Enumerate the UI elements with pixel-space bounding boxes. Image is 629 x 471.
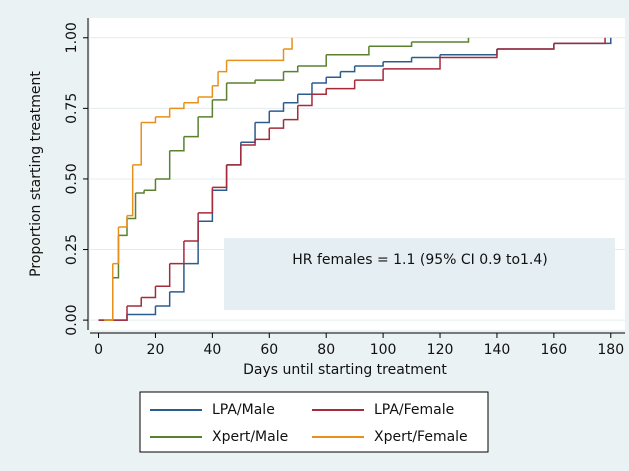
step-segment (155, 150, 171, 180)
y-tick-label: 1.00 (64, 22, 80, 53)
step-segment (383, 57, 441, 70)
legend-label: Xpert/Male (212, 429, 288, 445)
step-segment (169, 263, 185, 293)
step-segment (183, 116, 199, 138)
step-segment (311, 88, 327, 95)
step-segment (255, 71, 285, 81)
annotation: HR females = 1.1 (95% CI 0.9 to1.4) (292, 252, 548, 268)
step-segment (326, 46, 370, 56)
step-segment (269, 102, 285, 112)
x-tick-label: 120 (427, 342, 454, 358)
step-segment (169, 241, 185, 265)
step-segment (118, 215, 128, 228)
step-segment (269, 119, 285, 129)
step-segment (155, 108, 171, 118)
step-segment (198, 187, 214, 214)
x-tick-label: 180 (597, 342, 624, 358)
step-segment (240, 139, 256, 146)
step-segment (354, 68, 384, 81)
step-segment (496, 43, 555, 50)
step-segment (126, 306, 157, 316)
step-segment (155, 263, 171, 287)
step-segment (126, 193, 137, 220)
step-segment (183, 97, 199, 104)
step-segment (255, 128, 271, 141)
legend-label: Xpert/Female (374, 429, 468, 445)
step-segment (255, 111, 271, 124)
step-segment (141, 116, 157, 124)
step-segment (283, 94, 299, 104)
step-segment (354, 61, 384, 67)
legend-label: LPA/Male (212, 402, 275, 418)
step-segment (340, 66, 356, 73)
step-segment (126, 164, 134, 217)
step-segment (198, 85, 214, 98)
step-segment (311, 77, 327, 84)
step-segment (104, 263, 114, 321)
step-segment (212, 71, 219, 87)
step-segment (169, 136, 185, 152)
step-segment (411, 37, 470, 43)
step-segment (283, 105, 299, 121)
step-segment (553, 37, 606, 45)
step-segment (212, 164, 228, 189)
step-segment (218, 60, 228, 73)
step-segment (326, 71, 342, 79)
y-axis-title: Proportion starting treatment (28, 71, 44, 277)
step-segment (226, 145, 242, 166)
step-segment (135, 190, 145, 194)
x-tick-label: 100 (370, 342, 397, 358)
step-segment (198, 99, 214, 118)
annotation-box (224, 238, 615, 310)
x-axis-title: Days until starting treatment (243, 362, 447, 378)
step-segment (283, 37, 293, 50)
x-tick-label: 0 (94, 342, 103, 358)
step-segment (226, 80, 256, 84)
x-tick-label: 20 (147, 342, 165, 358)
step-segment (383, 57, 413, 63)
step-segment (212, 82, 228, 101)
step-segment (269, 49, 285, 62)
y-tick-label: 0.00 (64, 305, 80, 336)
step-segment (155, 291, 171, 307)
step-segment (297, 94, 313, 107)
x-tick-label: 60 (260, 342, 278, 358)
x-tick-label: 40 (203, 342, 221, 358)
step-segment (169, 102, 185, 110)
step-segment (144, 178, 157, 191)
step-segment (112, 226, 120, 265)
x-tick-label: 140 (484, 342, 511, 358)
legend-label: LPA/Female (374, 402, 454, 418)
step-segment (283, 66, 299, 73)
y-tick-label: 0.50 (64, 163, 80, 194)
step-segment (297, 54, 327, 67)
x-tick-label: 80 (317, 342, 335, 358)
legend-box (139, 391, 489, 453)
y-tick-label: 0.75 (64, 93, 80, 124)
step-segment (126, 297, 142, 307)
y-tick-label: 0.25 (64, 234, 80, 265)
step-segment (183, 212, 199, 242)
step-segment (326, 80, 356, 90)
step-segment (440, 49, 498, 59)
step-segment (132, 122, 142, 166)
step-segment (368, 42, 413, 47)
step-segment (141, 286, 157, 299)
x-tick-label: 160 (540, 342, 567, 358)
